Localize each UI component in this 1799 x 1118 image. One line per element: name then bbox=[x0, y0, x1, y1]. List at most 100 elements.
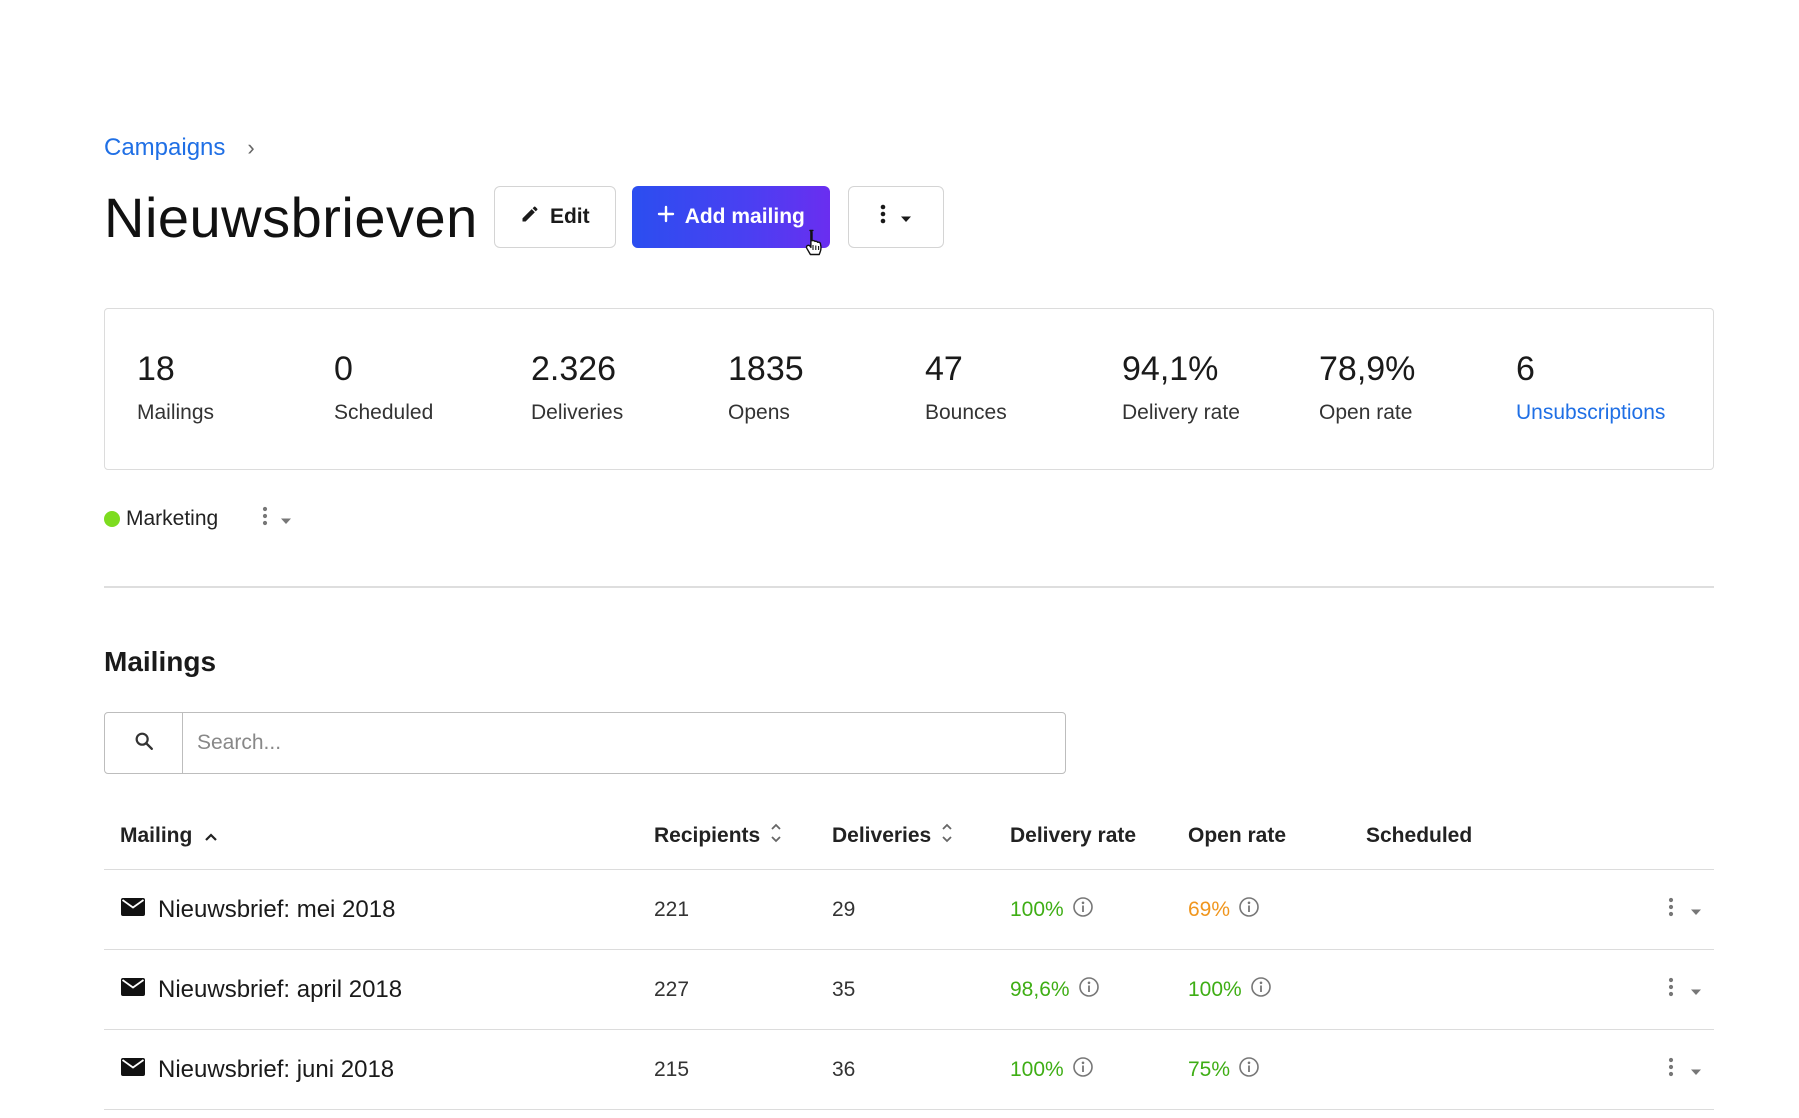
delivery-rate-cell: 98,6% bbox=[1010, 976, 1188, 1004]
unsubscriptions-link[interactable]: Unsubscriptions bbox=[1516, 401, 1666, 424]
tag-row: Marketing bbox=[104, 506, 1714, 532]
more-actions-button[interactable] bbox=[847, 186, 944, 248]
search-bar bbox=[104, 712, 1066, 774]
table-row[interactable]: Nieuwsbrief: juni 2018 215 36 100% 75% bbox=[104, 1030, 1714, 1110]
stat-label: Mailings bbox=[137, 401, 215, 424]
vertical-dots-icon bbox=[1668, 1057, 1674, 1083]
stat-opens: 1835 Opens bbox=[728, 349, 925, 469]
table-row[interactable]: Nieuwsbrief: mei 2018 221 29 100% 69% bbox=[104, 870, 1714, 950]
open-rate-cell: 100% bbox=[1188, 976, 1366, 1004]
delivery-rate-cell: 100% bbox=[1010, 1056, 1188, 1084]
mailings-table: Mailing Recipients Deliveries Delivery r… bbox=[104, 802, 1714, 1110]
row-actions-button[interactable] bbox=[1606, 977, 1714, 1003]
page-title: Nieuwsbrieven bbox=[104, 185, 478, 249]
add-mailing-button[interactable]: Add mailing bbox=[631, 186, 830, 256]
open-rate-value: 75% bbox=[1188, 1057, 1231, 1081]
recipients-cell: 221 bbox=[654, 897, 690, 921]
delivery-rate-value: 98,6% bbox=[1010, 977, 1070, 1001]
open-rate-value: 69% bbox=[1188, 897, 1231, 921]
add-mailing-button-label: Add mailing bbox=[684, 205, 805, 228]
deliveries-cell: 35 bbox=[832, 977, 856, 1001]
open-rate-value: 100% bbox=[1188, 977, 1242, 1001]
search-button[interactable] bbox=[105, 713, 183, 773]
mailings-section-title: Mailings bbox=[104, 646, 217, 677]
column-header-mailing[interactable]: Mailing bbox=[104, 824, 654, 848]
stat-deliveries: 2.326 Deliveries bbox=[531, 349, 728, 469]
column-header-label: Deliveries bbox=[832, 823, 932, 847]
column-header-delivery-rate: Delivery rate bbox=[1010, 823, 1137, 847]
row-actions-button[interactable] bbox=[1606, 897, 1714, 923]
table-header: Mailing Recipients Deliveries Delivery r… bbox=[104, 802, 1714, 870]
delivery-rate-cell: 100% bbox=[1010, 896, 1188, 924]
info-icon[interactable] bbox=[1072, 896, 1094, 924]
deliveries-cell: 29 bbox=[832, 897, 856, 921]
stat-delivery-rate: 94,1% Delivery rate bbox=[1122, 349, 1319, 469]
breadcrumb-separator: › bbox=[247, 135, 255, 160]
stat-value: 6 bbox=[1516, 350, 1535, 388]
stat-value: 0 bbox=[334, 350, 353, 388]
info-icon[interactable] bbox=[1238, 1056, 1260, 1084]
info-icon[interactable] bbox=[1078, 976, 1100, 1004]
stat-value: 78,9% bbox=[1319, 350, 1416, 388]
stat-value: 1835 bbox=[728, 350, 804, 388]
caret-down-icon bbox=[280, 507, 292, 531]
edit-button-label: Edit bbox=[549, 205, 590, 228]
column-header-label: Recipients bbox=[654, 823, 761, 847]
breadcrumb-link-campaigns[interactable]: Campaigns bbox=[104, 134, 226, 161]
vertical-dots-icon bbox=[1668, 897, 1674, 923]
plus-icon bbox=[657, 205, 675, 229]
breadcrumb: Campaigns › bbox=[104, 128, 1714, 168]
mailing-name-link[interactable]: Nieuwsbrief: april 2018 bbox=[158, 975, 403, 1003]
info-icon[interactable] bbox=[1238, 896, 1260, 924]
column-header-label: Mailing bbox=[120, 823, 193, 847]
column-header-recipients[interactable]: Recipients bbox=[654, 822, 832, 850]
delivery-rate-value: 100% bbox=[1010, 897, 1064, 921]
caret-down-icon bbox=[900, 205, 912, 229]
stat-value: 47 bbox=[925, 350, 963, 388]
stat-unsubscriptions: 6 Unsubscriptions bbox=[1516, 349, 1713, 469]
sort-icon bbox=[770, 822, 782, 850]
section-divider bbox=[104, 586, 1714, 588]
mailing-name-link[interactable]: Nieuwsbrief: mei 2018 bbox=[158, 895, 396, 923]
info-icon[interactable] bbox=[1072, 1056, 1094, 1084]
info-icon[interactable] bbox=[1250, 976, 1272, 1004]
mailing-cell: Nieuwsbrief: mei 2018 bbox=[104, 896, 654, 924]
mailing-name-link[interactable]: Nieuwsbrief: juni 2018 bbox=[158, 1055, 395, 1083]
mailing-cell: Nieuwsbrief: april 2018 bbox=[104, 976, 654, 1004]
stat-label: Opens bbox=[728, 401, 790, 424]
stat-label: Delivery rate bbox=[1122, 401, 1240, 424]
envelope-icon bbox=[120, 896, 146, 924]
search-input[interactable] bbox=[183, 713, 1065, 773]
column-header-scheduled: Scheduled bbox=[1366, 823, 1473, 847]
stat-open-rate: 78,9% Open rate bbox=[1319, 349, 1516, 469]
recipients-cell: 215 bbox=[654, 1057, 690, 1081]
stat-label: Bounces bbox=[925, 401, 1007, 424]
search-icon bbox=[133, 730, 155, 757]
column-header-deliveries[interactable]: Deliveries bbox=[832, 822, 1010, 850]
table-row[interactable]: Nieuwsbrief: april 2018 227 35 98,6% 100… bbox=[104, 950, 1714, 1030]
stat-mailings: 18 Mailings bbox=[137, 349, 334, 469]
edit-button[interactable]: Edit bbox=[493, 186, 616, 248]
caret-down-icon bbox=[1690, 1058, 1702, 1082]
tag-actions-button[interactable] bbox=[262, 506, 292, 532]
stat-label: Scheduled bbox=[334, 401, 434, 424]
pencil-icon bbox=[520, 204, 540, 230]
stat-value: 18 bbox=[137, 350, 175, 388]
stat-bounces: 47 Bounces bbox=[925, 349, 1122, 469]
open-rate-cell: 69% bbox=[1188, 896, 1366, 924]
envelope-icon bbox=[120, 1056, 146, 1084]
vertical-dots-icon bbox=[262, 506, 268, 532]
column-header-open-rate: Open rate bbox=[1188, 823, 1287, 847]
sort-ascending-icon bbox=[204, 824, 218, 848]
tag-label[interactable]: Marketing bbox=[126, 507, 219, 530]
page-header: Nieuwsbrieven Edit Add mailing bbox=[104, 185, 1714, 256]
mailing-cell: Nieuwsbrief: juni 2018 bbox=[104, 1056, 654, 1084]
envelope-icon bbox=[120, 976, 146, 1004]
stats-panel: 18 Mailings 0 Scheduled 2.326 Deliveries… bbox=[104, 308, 1714, 470]
deliveries-cell: 36 bbox=[832, 1057, 856, 1081]
row-actions-button[interactable] bbox=[1606, 1057, 1714, 1083]
stat-label: Open rate bbox=[1319, 401, 1413, 424]
stat-value: 2.326 bbox=[531, 350, 617, 388]
tag-color-dot bbox=[104, 511, 120, 527]
sort-icon bbox=[941, 822, 953, 850]
